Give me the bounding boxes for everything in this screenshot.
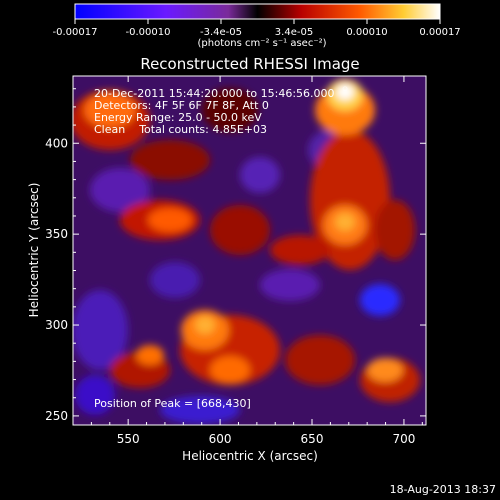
info-time-range: 20-Dec-2011 15:44:20.000 to 15:46:56.000: [94, 87, 335, 100]
y-axis: 250 300 350 400: [45, 88, 426, 423]
y-tick-label: 300: [45, 318, 68, 332]
plot-frame: [72, 75, 427, 426]
peak-marker: [342, 86, 348, 92]
y-axis-label: Heliocentric Y (arcsec): [27, 183, 41, 318]
heatmap-image: [73, 76, 426, 425]
colorbar-tick-label: 0.00010: [346, 27, 387, 38]
colorbar-tick-label: -0.00010: [126, 27, 171, 38]
x-tick-label: 650: [301, 432, 324, 446]
colorbar-tick-label: -3.4e-05: [200, 27, 242, 38]
x-tick-label: 600: [209, 432, 232, 446]
colorbar-tick-label: 3.4e-05: [275, 27, 313, 38]
info-detectors: Detectors: 4F 5F 6F 7F 8F, Att 0: [94, 99, 269, 112]
colorbar: [74, 3, 441, 20]
chart-title: Reconstructed RHESSI Image: [140, 55, 359, 73]
x-axis: 550 600 650 700: [90, 76, 423, 446]
x-tick-label: 700: [392, 432, 415, 446]
y-tick-label: 350: [45, 227, 68, 241]
y-tick-label: 250: [45, 409, 68, 423]
colorbar-axis: -0.00017 -0.00010 -3.4e-05 3.4e-05 0.00010 0.…: [53, 19, 461, 38]
info-peak-position: Position of Peak = [668,430]: [94, 397, 251, 410]
info-energy-range: Energy Range: 25.0 - 50.0 keV: [94, 111, 262, 124]
colorbar-tick-label: -0.00017: [53, 27, 98, 38]
y-tick-label: 400: [45, 136, 68, 150]
x-axis-label: Heliocentric X (arcsec): [182, 449, 318, 463]
x-tick-label: 550: [117, 432, 140, 446]
footer-timestamp: 18-Aug-2013 18:37: [389, 483, 496, 496]
colorbar-unit-label: (photons cm⁻² s⁻¹ asec⁻²): [197, 38, 326, 49]
info-method-counts: Clean Total counts: 4.85E+03: [94, 123, 268, 136]
colorbar-tick-label: 0.00017: [419, 27, 460, 38]
